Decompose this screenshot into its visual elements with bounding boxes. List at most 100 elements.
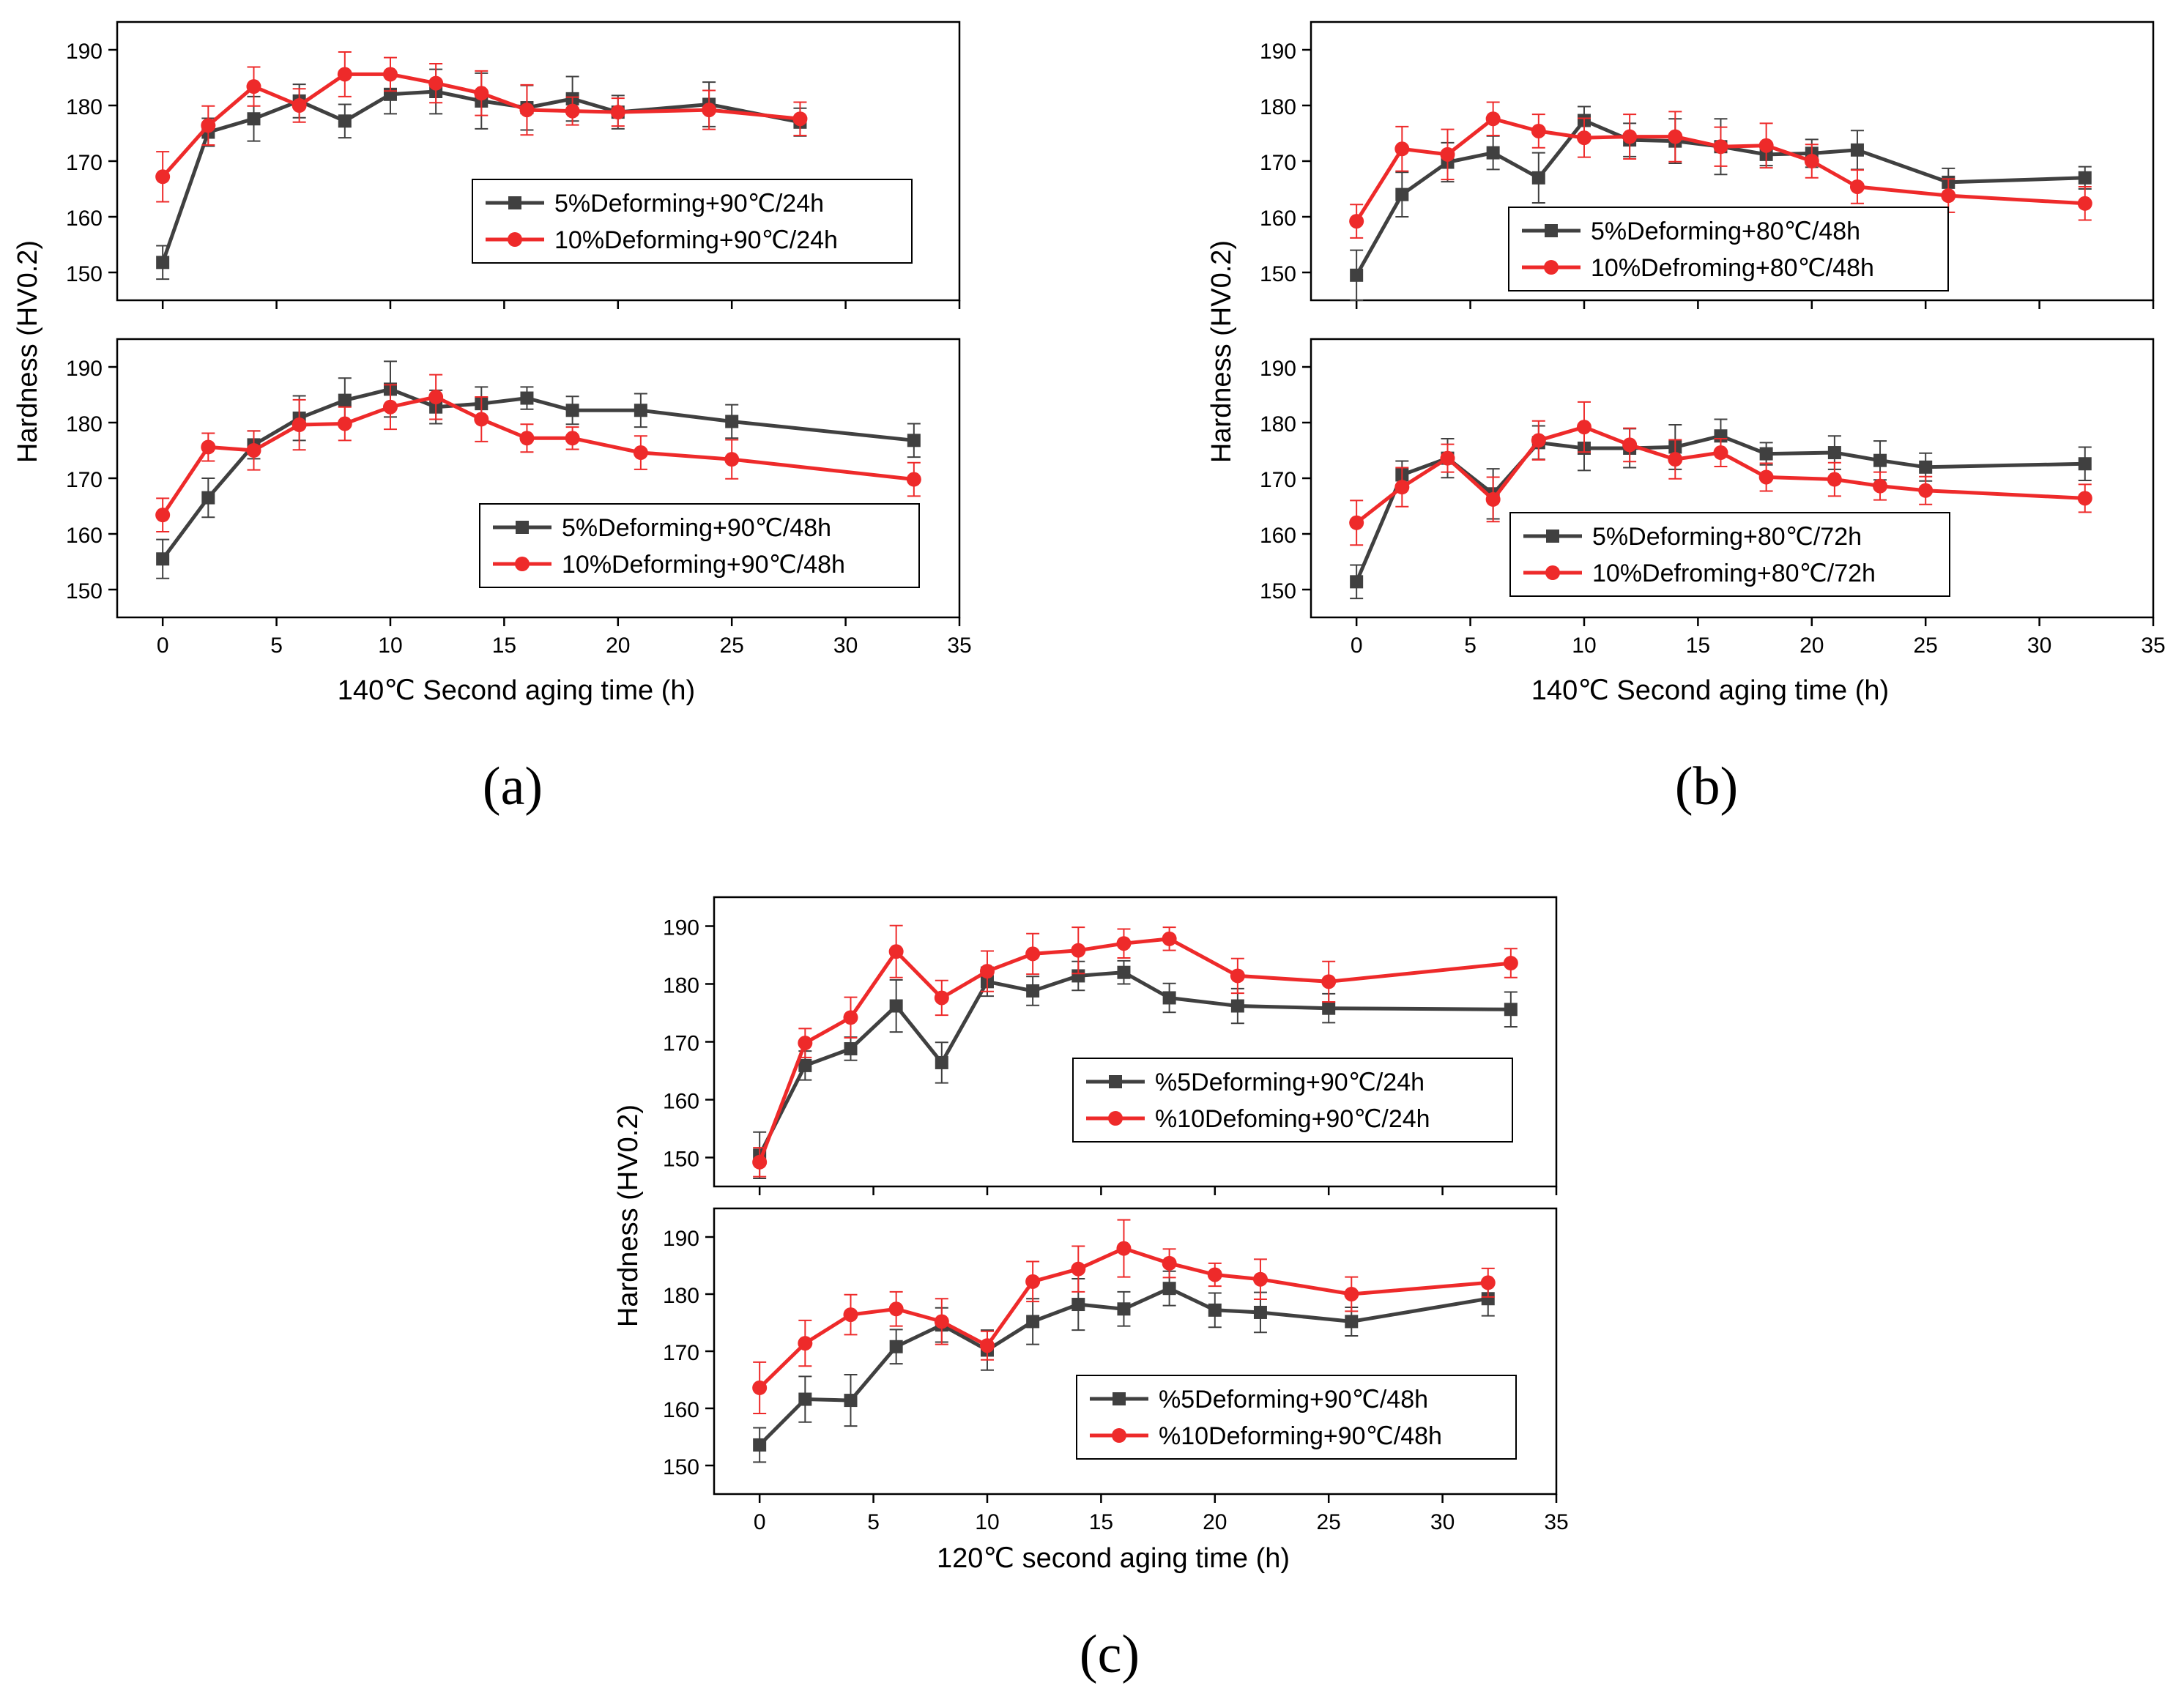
data-point (1827, 446, 1841, 460)
data-point (337, 67, 352, 82)
data-point (753, 1438, 767, 1452)
legend: 5%Deforming+90℃/48h 10%Deforming+90℃/48h (479, 503, 920, 588)
y-tick-label: 180 (663, 974, 699, 998)
y-tick-label: 180 (1260, 412, 1296, 436)
data-point (382, 399, 398, 415)
data-point (1873, 453, 1887, 467)
legend-marker (515, 557, 530, 571)
data-point (1117, 965, 1131, 979)
y-tick-label: 150 (663, 1455, 699, 1479)
data-point (246, 79, 261, 94)
y-tick-label: 170 (66, 468, 103, 492)
y-tick-label: 160 (1260, 207, 1296, 231)
y-tick-label: 170 (1260, 468, 1296, 492)
legend: %5Deforming+90℃/48h %10Deforming+90℃/48h (1076, 1375, 1517, 1460)
data-point (1117, 1302, 1131, 1316)
legend-label: 10%Deforming+90℃/24h (554, 226, 838, 254)
data-point (1668, 129, 1683, 144)
data-point (474, 86, 489, 101)
y-tick-label: 160 (663, 1090, 699, 1114)
data-point (1349, 515, 1364, 530)
x-tick-label: 25 (1914, 634, 1938, 658)
legend-label: 5%Deforming+80℃/48h (1591, 218, 1860, 245)
data-point (519, 431, 535, 446)
data-point (1349, 214, 1364, 229)
data-point (2078, 171, 2092, 185)
data-point (382, 67, 398, 82)
y-tick-label: 180 (663, 1284, 699, 1308)
data-point (752, 1380, 768, 1395)
data-point (519, 103, 535, 118)
series-red (1349, 101, 2092, 239)
data-point (934, 1314, 949, 1329)
series-red (155, 374, 921, 532)
y-tick-label: 190 (1260, 357, 1296, 381)
data-point (752, 1154, 768, 1170)
panel-a-label: (a) (483, 757, 543, 817)
data-point (1918, 483, 1934, 498)
data-point (1485, 491, 1501, 507)
legend-label: 5%Deforming+90℃/24h (554, 190, 824, 218)
series-red (1349, 401, 2092, 546)
data-point (1026, 984, 1040, 998)
data-point (1758, 469, 1774, 485)
legend: 5%Deforming+90℃/24h 10%Deforming+90℃/24h (472, 179, 913, 264)
data-point (474, 412, 489, 427)
x-tick-label: 0 (157, 634, 169, 658)
data-point (889, 999, 903, 1013)
data-point (155, 508, 171, 523)
x-tick-label: 15 (492, 634, 516, 658)
x-tick-label: 30 (1430, 1510, 1455, 1534)
data-point (798, 1392, 812, 1406)
data-point (1758, 138, 1774, 153)
y-tick-label: 180 (66, 412, 103, 436)
chart-a-bottom: 150 160 170 180 190 0 5 10 15 20 25 30 35 5%Deforming… (66, 338, 972, 658)
data-point (1322, 1001, 1336, 1015)
data-point (565, 431, 580, 446)
legend: 5%Deforming+80℃/48h 10%Defroming+80℃/48h (1508, 207, 1949, 291)
y-tick-label: 180 (1260, 95, 1296, 119)
y-tick-label: 190 (66, 357, 103, 381)
panel-c-label: (c) (1080, 1624, 1140, 1684)
data-point (907, 434, 921, 447)
legend-box (472, 179, 913, 264)
legend-box (1072, 1058, 1513, 1143)
x-tick-label: 35 (1544, 1510, 1568, 1534)
x-tick-label: 10 (975, 1510, 999, 1534)
data-point (1480, 1275, 1496, 1290)
y-tick-label: 190 (663, 1227, 699, 1251)
data-point (843, 1307, 858, 1323)
data-point (1503, 956, 1518, 971)
x-tick-label: 35 (947, 634, 971, 658)
x-tick-label: 25 (1317, 1510, 1341, 1534)
data-point (1440, 450, 1455, 466)
x-tick-label: 10 (1572, 634, 1596, 658)
chart-c-bottom: 150 160 170 180 190 0 5 10 15 20 25 30 35 %5Deforming… (663, 1207, 1569, 1534)
data-point (1873, 478, 1888, 494)
panel-a-ylabel: Hardness (HV0.2) (12, 240, 43, 463)
data-point (1849, 179, 1865, 194)
data-point (1025, 1274, 1041, 1289)
x-tick-label: 30 (833, 634, 858, 658)
series-red (155, 51, 808, 203)
data-point (1071, 1298, 1085, 1312)
data-point (1025, 946, 1041, 962)
x-tick-label: 5 (867, 1510, 880, 1534)
plots-layer: 1501601701801905%Deforming+90℃/24h10%Def… (66, 21, 2166, 1534)
legend-label: %5Deforming+90℃/24h (1155, 1069, 1425, 1096)
data-point (1622, 129, 1638, 144)
data-point (1622, 437, 1638, 453)
legend-marker (516, 521, 529, 534)
legend-label: 10%Defroming+80℃/72h (1592, 560, 1876, 587)
data-point (2078, 457, 2092, 471)
data-point (1531, 171, 1545, 185)
y-tick-label: 160 (66, 207, 103, 231)
data-point (1350, 268, 1364, 282)
panel-c-xlabel: 120℃ second aging time (h) (937, 1543, 1290, 1574)
data-point (337, 416, 352, 431)
legend-marker (1545, 565, 1560, 580)
chart-b-top: 150 160 170 180 190 5%Deforming+80℃/48h 10%Def… (1260, 21, 2155, 309)
data-point (725, 415, 739, 428)
y-tick-label: 150 (66, 262, 103, 286)
